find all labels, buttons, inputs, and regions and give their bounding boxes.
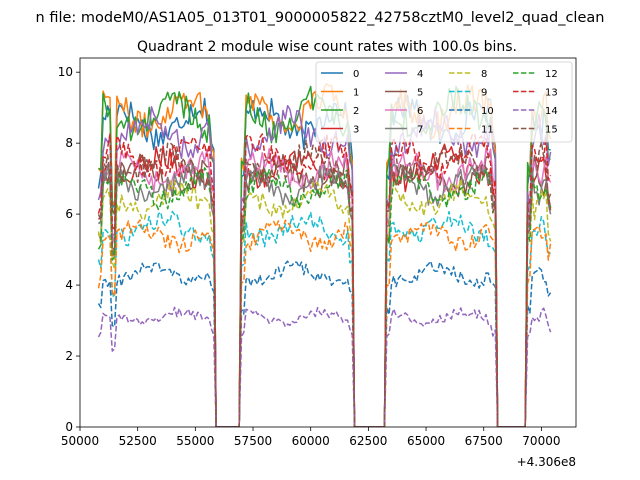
legend-label: 8 (481, 69, 487, 80)
legend-label: 9 (481, 88, 487, 99)
legend-label: 12 (545, 69, 558, 80)
y-tick-label: 6 (65, 207, 73, 221)
x-tick-label: 50000 (61, 434, 99, 448)
x-tick-label: 57500 (234, 434, 272, 448)
chart-title: Quadrant 2 module wise count rates with … (137, 39, 517, 55)
legend-label: 2 (353, 106, 359, 117)
legend-label: 4 (417, 69, 423, 80)
legend-label: 3 (353, 125, 359, 136)
legend-label: 13 (545, 88, 558, 99)
x-tick-label: 65000 (407, 434, 445, 448)
series-line-13 (97, 132, 552, 427)
y-tick-label: 2 (65, 349, 73, 363)
legend-label: 14 (545, 106, 558, 117)
x-tick-label: 62500 (349, 434, 387, 448)
y-tick-label: 4 (65, 278, 73, 292)
y-axis: 0 2 4 6 8 10 (58, 65, 80, 434)
figure-suptitle: n file: modeM0/AS1A05_013T01_9000005822_… (36, 10, 605, 26)
series-layer (97, 83, 552, 427)
series-line-11 (97, 219, 552, 427)
legend-label: 11 (481, 125, 494, 136)
legend-label: 1 (353, 88, 359, 99)
legend-label: 7 (417, 125, 423, 136)
legend-label: 0 (353, 69, 359, 80)
x-tick-label: 67500 (465, 434, 503, 448)
x-axis: 50000 52500 55000 57500 60000 62500 65000 67500… (61, 427, 560, 448)
series-line-15 (97, 139, 552, 427)
legend-label: 10 (481, 106, 494, 117)
legend-label: 15 (545, 125, 558, 136)
x-offset-label: +4.306e8 (517, 455, 576, 469)
legend-frame (315, 61, 573, 143)
series-line-10 (97, 260, 552, 427)
series-line-12 (97, 167, 552, 427)
series-line-8 (97, 178, 552, 427)
x-tick-label: 70000 (522, 434, 560, 448)
x-tick-label: 60000 (292, 434, 330, 448)
y-tick-label: 8 (65, 136, 73, 150)
series-line-14 (97, 306, 552, 427)
legend-label: 6 (417, 106, 423, 117)
y-tick-label: 0 (65, 420, 73, 434)
series-line-9 (97, 210, 551, 427)
series-line-7 (97, 162, 552, 427)
x-tick-label: 55000 (176, 434, 214, 448)
plot-frame (79, 57, 577, 428)
y-tick-label: 10 (58, 65, 73, 79)
x-tick-label: 52500 (119, 434, 157, 448)
legend-label: 5 (417, 88, 423, 99)
